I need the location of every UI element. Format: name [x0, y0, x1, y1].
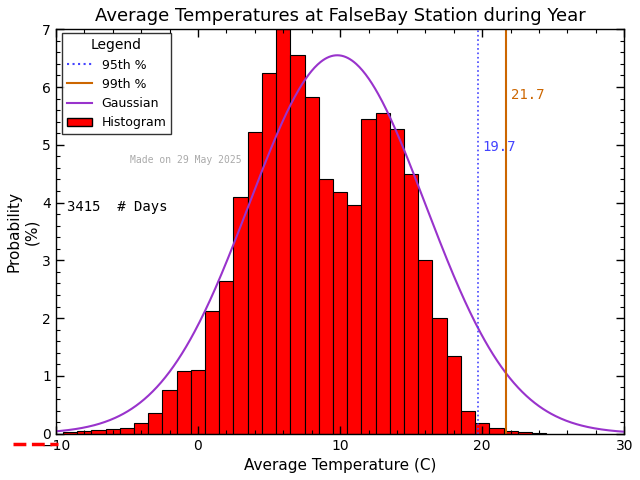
- Bar: [191, 370, 205, 433]
- Text: 21.7: 21.7: [511, 87, 544, 102]
- Bar: [461, 410, 475, 433]
- Bar: [63, 432, 77, 433]
- Bar: [248, 132, 262, 433]
- Bar: [106, 429, 120, 433]
- Bar: [433, 318, 447, 433]
- Text: 3415  # Days: 3415 # Days: [67, 200, 168, 214]
- Bar: [134, 423, 148, 433]
- Bar: [205, 311, 220, 433]
- Text: Made on 29 May 2025: Made on 29 May 2025: [130, 155, 241, 165]
- Bar: [163, 390, 177, 433]
- Bar: [220, 280, 234, 433]
- Bar: [177, 371, 191, 433]
- X-axis label: Average Temperature (C): Average Temperature (C): [244, 458, 436, 473]
- Bar: [475, 423, 490, 433]
- Bar: [419, 260, 433, 433]
- Bar: [234, 197, 248, 433]
- Legend: 95th %, 99th %, Gaussian, Histogram: 95th %, 99th %, Gaussian, Histogram: [61, 33, 172, 134]
- Bar: [120, 428, 134, 433]
- Bar: [404, 174, 419, 433]
- Bar: [504, 431, 518, 433]
- Bar: [92, 430, 106, 433]
- Bar: [390, 129, 404, 433]
- Bar: [333, 192, 347, 433]
- Bar: [77, 432, 92, 433]
- Bar: [490, 428, 504, 433]
- Bar: [319, 180, 333, 433]
- Bar: [347, 205, 362, 433]
- Bar: [148, 413, 163, 433]
- Text: 19.7: 19.7: [482, 140, 516, 154]
- Bar: [376, 113, 390, 433]
- Bar: [276, 29, 291, 433]
- Bar: [518, 432, 532, 433]
- Bar: [262, 72, 276, 433]
- Bar: [305, 97, 319, 433]
- Bar: [291, 55, 305, 433]
- Y-axis label: Probability
(%): Probability (%): [7, 191, 39, 272]
- Bar: [362, 119, 376, 433]
- Title: Average Temperatures at FalseBay Station during Year: Average Temperatures at FalseBay Station…: [95, 7, 586, 25]
- Bar: [447, 356, 461, 433]
